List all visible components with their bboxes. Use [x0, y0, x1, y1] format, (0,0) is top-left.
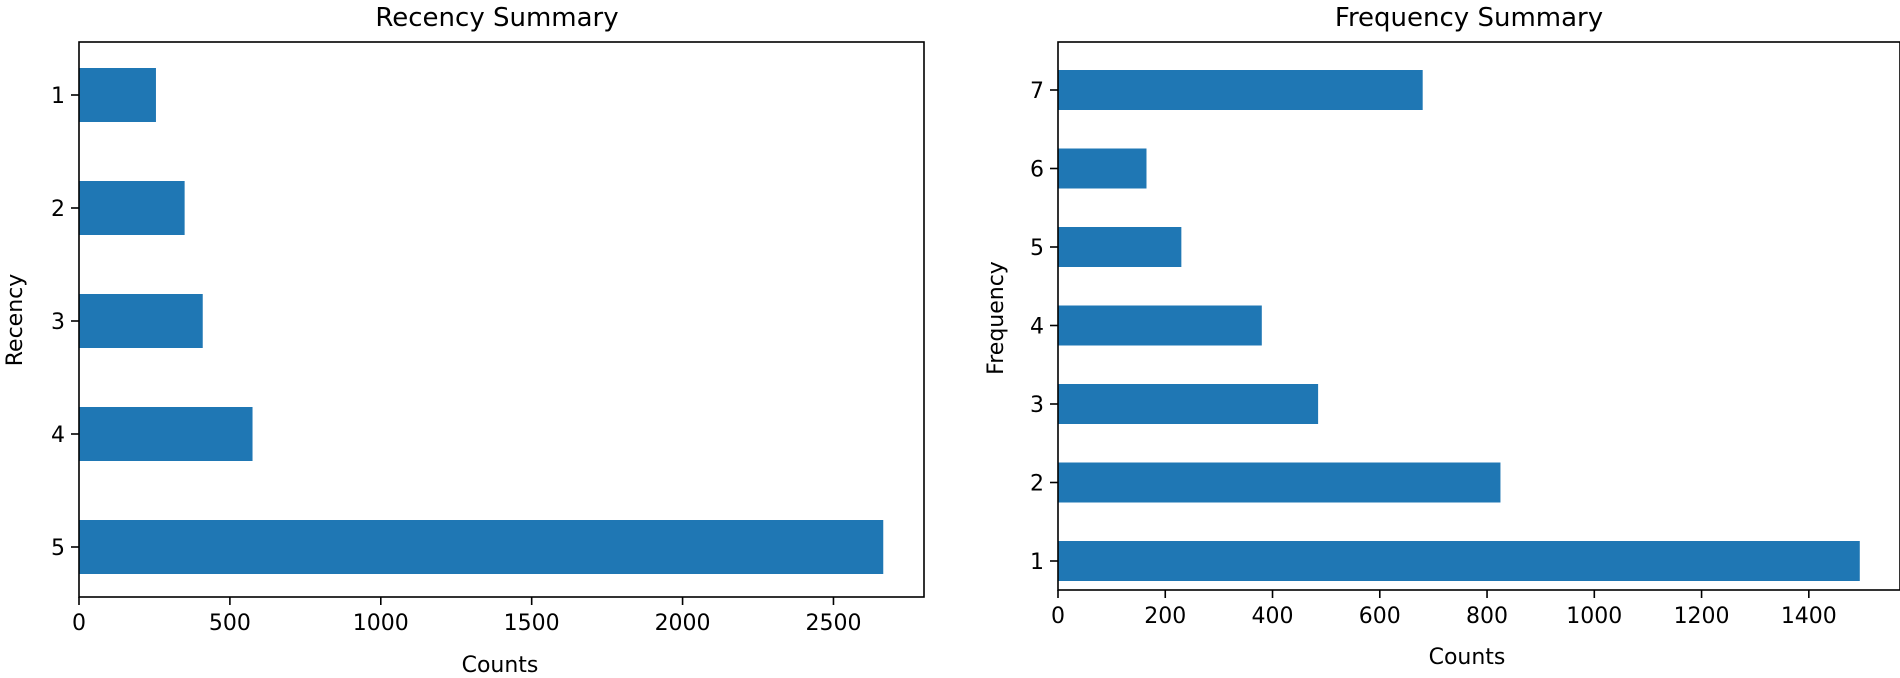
chart-title: Recency Summary — [375, 3, 618, 33]
bar — [79, 68, 156, 122]
y-tick-label: 4 — [51, 423, 65, 448]
axes-frame — [78, 41, 925, 598]
y-tick-label: 2 — [51, 197, 65, 222]
x-tick-label: 1000 — [1566, 604, 1622, 629]
x-tick-label: 500 — [209, 611, 251, 636]
x-tick-label: 800 — [1466, 604, 1508, 629]
y-tick-label: 4 — [1030, 315, 1044, 340]
y-axis-label: Frequency — [984, 261, 1009, 375]
bar — [79, 294, 203, 348]
bar — [79, 520, 884, 574]
x-tick-label: 1500 — [504, 611, 560, 636]
y-tick-label: 7 — [1030, 79, 1044, 104]
x-tick-label: 1200 — [1674, 604, 1730, 629]
y-tick-label: 3 — [51, 310, 65, 335]
y-tick-label: 3 — [1030, 393, 1044, 418]
bar — [79, 407, 253, 461]
x-tick-label: 200 — [1144, 604, 1186, 629]
chart-frequency: Frequency Summary 0 200 400 600 800 1000 1200 1… — [984, 3, 1900, 670]
x-tick-label: 600 — [1359, 604, 1401, 629]
x-tick-label: 400 — [1252, 604, 1294, 629]
bar — [1058, 70, 1423, 110]
x-tick-label: 1000 — [353, 611, 409, 636]
x-axis-label: Counts — [1429, 645, 1506, 670]
y-axis-label: Recency — [3, 274, 28, 367]
bar — [1058, 384, 1319, 424]
bar — [1058, 148, 1147, 189]
x-tick-label: 0 — [72, 611, 86, 636]
y-tick-label: 5 — [51, 536, 65, 561]
bar — [1058, 462, 1501, 503]
x-tick-label: 2500 — [805, 611, 861, 636]
bar — [1058, 227, 1182, 267]
axes-frame — [1057, 41, 1900, 591]
x-axis-label: Counts — [462, 653, 539, 678]
y-tick-label: 1 — [51, 84, 65, 109]
x-tick-label: 0 — [1051, 604, 1065, 629]
bar — [1058, 305, 1262, 346]
chart-title: Frequency Summary — [1335, 3, 1603, 33]
y-tick-label: 6 — [1030, 158, 1044, 183]
x-tick-label: 2000 — [655, 611, 711, 636]
x-tick-label: 1400 — [1781, 604, 1837, 629]
y-tick-label: 5 — [1030, 236, 1044, 261]
chart-recency: Recency Summary 0 500 1000 1500 2000 2500 1 2 3… — [3, 3, 925, 678]
y-tick-label: 1 — [1030, 550, 1044, 575]
y-tick-label: 2 — [1030, 472, 1044, 497]
bar — [79, 181, 185, 235]
bar — [1058, 541, 1860, 581]
